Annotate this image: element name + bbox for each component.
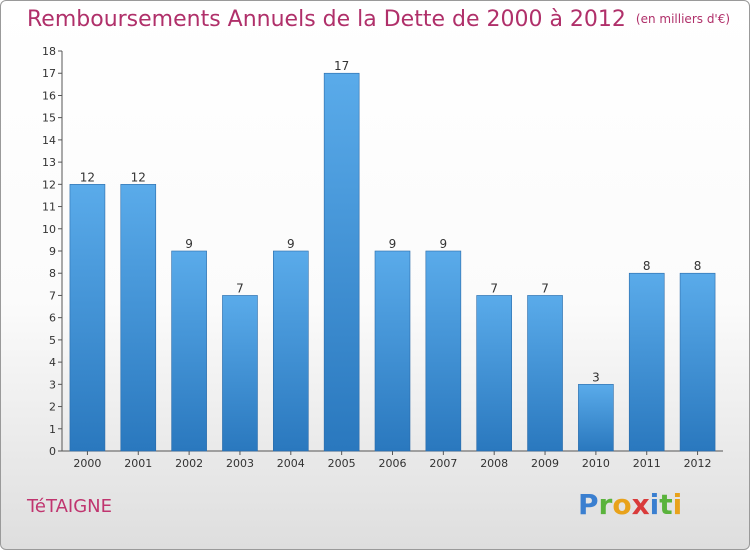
- bar-value-label: 7: [236, 281, 244, 295]
- chart-title: Remboursements Annuels de la Dette de 20…: [27, 7, 730, 32]
- y-tick-label: 4: [49, 356, 56, 369]
- y-tick-label: 2: [49, 401, 56, 414]
- bars: [69, 72, 716, 452]
- bar-value-label: 7: [541, 281, 549, 295]
- bar-2007: [425, 250, 462, 452]
- y-tick-label: 16: [42, 89, 56, 102]
- y-tick-label: 6: [49, 312, 56, 325]
- x-tick-label: 2006: [379, 457, 407, 470]
- x-tick-label: 2007: [429, 457, 457, 470]
- y-tick-label: 13: [42, 156, 56, 169]
- bar-2011: [628, 272, 665, 452]
- y-tick-label: 18: [42, 45, 56, 58]
- x-tick-label: 2004: [277, 457, 305, 470]
- x-tick-label: 2005: [328, 457, 356, 470]
- bar-value-label: 9: [389, 237, 397, 251]
- y-tick-label: 9: [49, 245, 56, 258]
- x-tick-label: 2010: [582, 457, 610, 470]
- bar-value-label: 3: [592, 370, 600, 384]
- bar-2010: [578, 384, 614, 452]
- bar-2001: [120, 184, 157, 452]
- bar-value-label: 12: [131, 170, 146, 184]
- y-tick-label: 7: [49, 289, 56, 302]
- bar-2008: [476, 295, 512, 452]
- x-tick-label: 2002: [175, 457, 203, 470]
- bar-value-label: 8: [643, 259, 651, 273]
- bar-value-label: 8: [694, 259, 702, 273]
- x-tick-label: 2001: [124, 457, 152, 470]
- bar-value-label: 9: [287, 237, 295, 251]
- bar-2012: [679, 272, 716, 452]
- y-tick-label: 5: [49, 334, 56, 347]
- bar-2009: [527, 295, 563, 452]
- bar-2002: [171, 250, 207, 452]
- y-tick-label: 12: [42, 178, 56, 191]
- y-tick-label: 14: [42, 134, 56, 147]
- y-tick-label: 1: [49, 423, 56, 436]
- bar-value-label: 9: [185, 237, 193, 251]
- bar-value-label: 7: [490, 281, 498, 295]
- bar-value-label: 12: [80, 170, 95, 184]
- commune-name: TéTAIGNE: [27, 496, 113, 517]
- y-tick-label: 15: [42, 112, 56, 125]
- y-tick-label: 10: [42, 223, 56, 236]
- x-tick-label: 2009: [531, 457, 559, 470]
- y-tick-label: 0: [49, 445, 56, 458]
- x-tick-label: 2000: [73, 457, 101, 470]
- y-tick-label: 3: [49, 378, 56, 391]
- bar-2006: [374, 250, 411, 452]
- proxiti-logo: Proxiti: [578, 488, 683, 521]
- y-tick-label: 8: [49, 267, 56, 280]
- chart-title-text: Remboursements Annuels de la Dette de 20…: [27, 7, 626, 32]
- bar-value-label: 9: [440, 237, 448, 251]
- bar-2005: [323, 72, 360, 452]
- chart-unit: (en milliers d'€): [635, 12, 731, 26]
- bar-value-label: 17: [334, 59, 349, 73]
- x-tick-label: 2011: [633, 457, 661, 470]
- y-tick-label: 11: [42, 201, 56, 214]
- bar-2004: [273, 250, 309, 452]
- bar-2000: [69, 184, 106, 452]
- x-tick-label: 2008: [480, 457, 508, 470]
- y-tick-label: 17: [42, 67, 56, 80]
- bar-2003: [222, 295, 258, 452]
- x-tick-label: 2003: [226, 457, 254, 470]
- x-tick-label: 2012: [684, 457, 712, 470]
- data-labels: 12 2000 12 2001 9 2002 7 2003 9 2004 17 2005 9 2006 9 2…: [73, 59, 711, 470]
